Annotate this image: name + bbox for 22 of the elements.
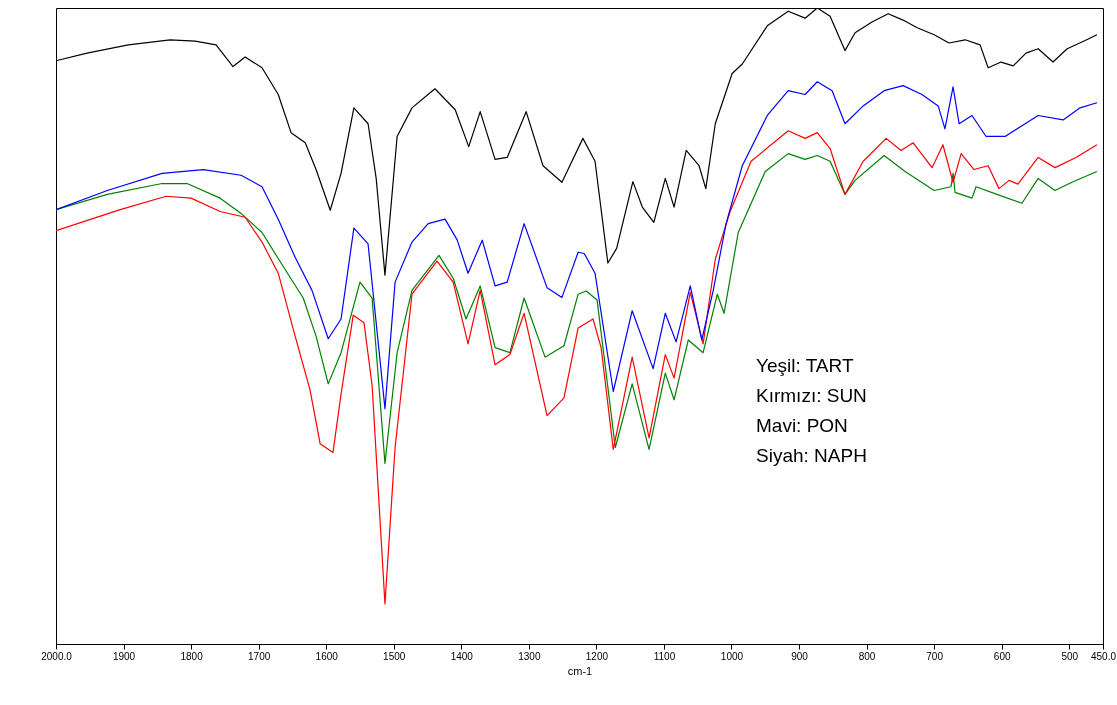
x-tick-label: 1800 <box>180 650 204 662</box>
x-tick-label: 450.0 <box>1090 650 1117 662</box>
x-tick-label: 500 <box>1061 650 1079 662</box>
x-tick-label: 1500 <box>383 650 406 662</box>
x-axis-title: cm-1 <box>567 664 593 677</box>
annotation: Mavi: PON <box>756 415 848 436</box>
x-tick-label: 2000.0 <box>41 650 73 662</box>
x-tick-label: 1200 <box>585 650 609 662</box>
x-tick-label: 1000 <box>720 650 744 662</box>
x-tick-label: 700 <box>926 650 944 662</box>
x-tick-label: 1300 <box>518 650 541 662</box>
annotation: Yeşil: TART <box>756 355 854 376</box>
x-tick-label: 1700 <box>248 650 271 662</box>
x-tick-label: 1400 <box>450 650 474 662</box>
annotation: Siyah: NAPH <box>756 445 867 466</box>
annotation: Kırmızı: SUN <box>756 385 867 406</box>
x-tick-label: 1100 <box>653 650 676 662</box>
x-tick-label: 800 <box>858 650 876 662</box>
x-tick-label: 600 <box>993 650 1011 662</box>
x-tick-label: 900 <box>791 650 809 662</box>
x-tick-label: 1600 <box>315 650 339 662</box>
x-tick-label: 1900 <box>112 650 136 662</box>
